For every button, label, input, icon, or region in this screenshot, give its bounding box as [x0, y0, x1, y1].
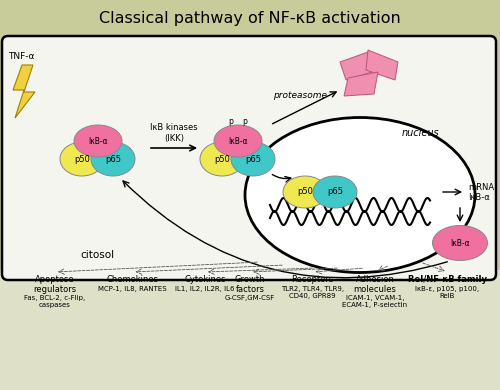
Text: Chemokines: Chemokines	[106, 275, 158, 284]
Text: citosol: citosol	[80, 250, 114, 260]
Text: p65: p65	[245, 154, 261, 163]
Ellipse shape	[231, 142, 275, 176]
Text: TNF-α: TNF-α	[8, 52, 34, 61]
Text: ICAM-1, VCAM-1,
ECAM-1, P-selectin: ICAM-1, VCAM-1, ECAM-1, P-selectin	[342, 295, 407, 308]
Text: IκB-α: IκB-α	[88, 136, 108, 145]
FancyBboxPatch shape	[2, 36, 496, 280]
Ellipse shape	[60, 142, 104, 176]
Text: Classical pathway of NF-κB activation: Classical pathway of NF-κB activation	[99, 11, 401, 27]
Text: IL1, IL2, IL2R, IL6: IL1, IL2, IL2R, IL6	[176, 286, 235, 292]
Text: IκB kinases: IκB kinases	[150, 122, 198, 131]
Text: IκB-α: IκB-α	[450, 239, 470, 248]
Ellipse shape	[91, 142, 135, 176]
Text: Growth
factors: Growth factors	[235, 275, 265, 294]
Text: mRNA: mRNA	[468, 184, 494, 193]
Text: TLR2, TLR4, TLR9,
CD40, GPR89: TLR2, TLR4, TLR9, CD40, GPR89	[281, 286, 344, 299]
Bar	[0, 270, 500, 390]
Ellipse shape	[200, 142, 244, 176]
Text: IκB-α: IκB-α	[468, 193, 490, 202]
Ellipse shape	[432, 225, 488, 261]
Polygon shape	[340, 52, 372, 80]
Text: G-CSF,GM-CSF: G-CSF,GM-CSF	[225, 295, 275, 301]
Text: Rel/NF-κB family: Rel/NF-κB family	[408, 275, 487, 284]
Text: p65: p65	[105, 154, 121, 163]
Text: Apoptose
regulators: Apoptose regulators	[34, 275, 76, 294]
Text: p65: p65	[327, 188, 343, 197]
Bar	[0, 0, 500, 38]
Text: p50: p50	[297, 188, 313, 197]
Polygon shape	[13, 65, 35, 118]
Text: Adhesion
molecules: Adhesion molecules	[354, 275, 397, 294]
Text: IκB-α: IκB-α	[228, 136, 248, 145]
Ellipse shape	[214, 125, 262, 157]
Ellipse shape	[245, 117, 475, 273]
Ellipse shape	[74, 125, 122, 157]
Text: p50: p50	[74, 154, 90, 163]
Text: p: p	[228, 117, 234, 126]
Text: Cytokines: Cytokines	[184, 275, 226, 284]
Ellipse shape	[283, 176, 327, 208]
Text: p: p	[242, 117, 248, 126]
Text: p50: p50	[214, 154, 230, 163]
Text: IκB-ε, p105, p100,
RelB: IκB-ε, p105, p100, RelB	[416, 286, 480, 299]
Text: nucleus: nucleus	[401, 128, 439, 138]
Text: MCP-1, IL8, RANTES: MCP-1, IL8, RANTES	[98, 286, 167, 292]
Text: proteasome: proteasome	[273, 90, 327, 99]
Text: Fas, BCL-2, c-Flip,
caspases: Fas, BCL-2, c-Flip, caspases	[24, 295, 86, 308]
Polygon shape	[344, 72, 378, 96]
Text: (IKK): (IKK)	[164, 133, 184, 142]
Text: Receptors: Receptors	[292, 275, 334, 284]
Polygon shape	[366, 50, 398, 80]
Ellipse shape	[313, 176, 357, 208]
